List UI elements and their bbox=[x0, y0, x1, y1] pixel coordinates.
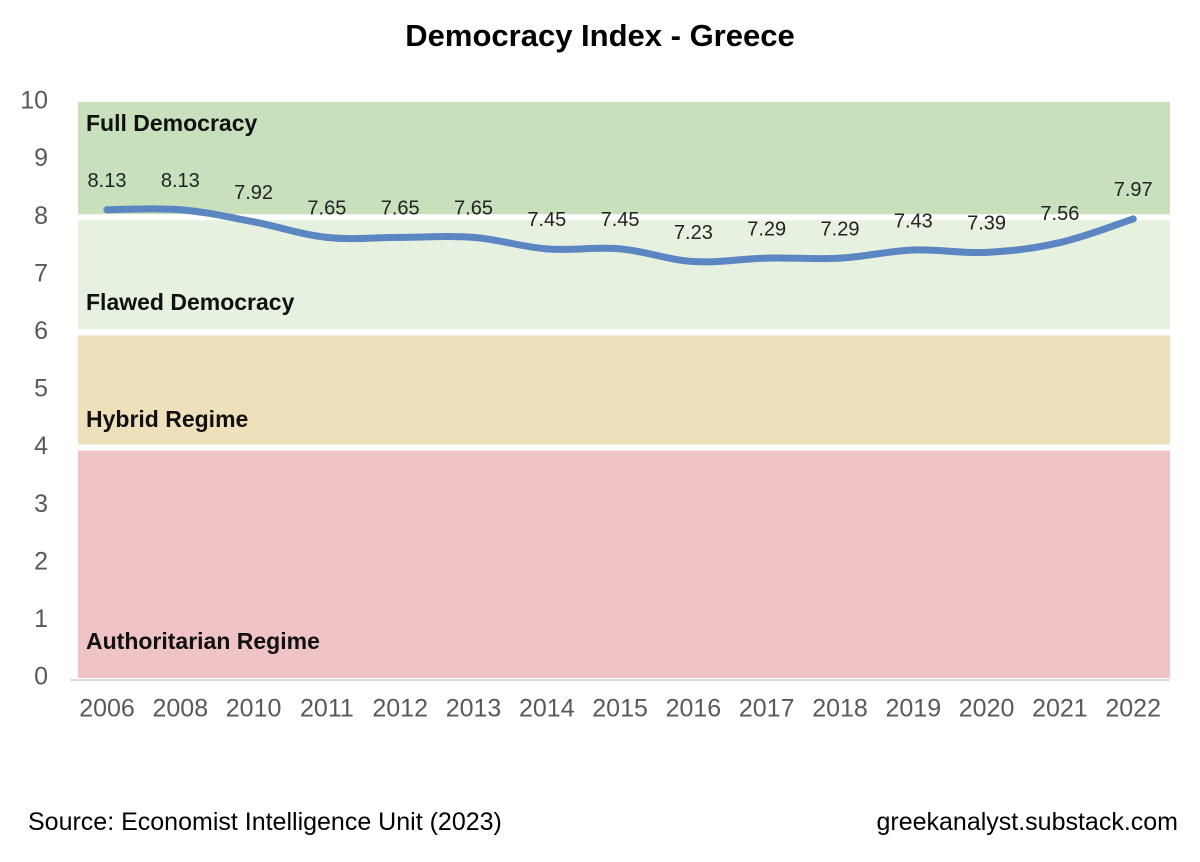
data-label: 7.56 bbox=[1040, 203, 1079, 225]
data-point bbox=[176, 206, 184, 214]
data-point bbox=[470, 233, 477, 241]
x-tick-label: 2015 bbox=[592, 695, 648, 723]
data-point bbox=[689, 258, 697, 266]
x-tick-label: 2011 bbox=[300, 695, 354, 723]
x-tick-label: 2017 bbox=[739, 695, 795, 723]
y-tick-label: 10 bbox=[20, 87, 48, 115]
data-label: 7.23 bbox=[674, 222, 713, 244]
data-label: 7.65 bbox=[307, 198, 346, 220]
band-label-full-democracy: Full Democracy bbox=[86, 110, 257, 136]
band-label-flawed-democracy: Flawed Democracy bbox=[86, 289, 295, 315]
y-tick-label: 0 bbox=[34, 663, 48, 691]
series-layer bbox=[103, 205, 1137, 266]
data-label: 7.39 bbox=[967, 213, 1006, 235]
data-label: 7.43 bbox=[894, 210, 933, 232]
credit-note: greekanalyst.substack.com bbox=[876, 808, 1178, 836]
data-point bbox=[983, 248, 991, 256]
band-hybrid-regime bbox=[78, 335, 1170, 445]
band-authoritarian-regime bbox=[78, 450, 1170, 678]
y-tick-label: 3 bbox=[34, 490, 48, 518]
x-tick-label: 2012 bbox=[372, 695, 428, 723]
data-labels: 8.13 8.13 7.92 7.65 7.65 7.65 7.45 7.45 7.23 7.29… bbox=[88, 170, 1153, 244]
data-point bbox=[763, 254, 771, 262]
data-point bbox=[616, 245, 624, 253]
y-tick-label: 4 bbox=[34, 432, 48, 460]
x-tick-label: 2014 bbox=[519, 695, 575, 723]
data-label: 7.97 bbox=[1114, 179, 1153, 201]
x-tick-label: 2010 bbox=[226, 695, 282, 723]
y-tick-label: 6 bbox=[34, 317, 48, 345]
data-label: 8.13 bbox=[161, 170, 200, 192]
data-point bbox=[250, 218, 258, 226]
data-label: 7.65 bbox=[454, 198, 493, 220]
x-tick-label: 2020 bbox=[959, 695, 1015, 723]
data-point bbox=[1056, 239, 1064, 247]
band-label-authoritarian-regime: Authoritarian Regime bbox=[86, 628, 320, 654]
data-point bbox=[1129, 215, 1137, 223]
data-label: 7.29 bbox=[747, 218, 786, 240]
data-point bbox=[396, 233, 404, 241]
line-chart: 0 1 2 3 4 5 6 7 8 9 10 2006 2008 2010 2011 2012 2013 201… bbox=[20, 87, 1170, 723]
data-point bbox=[909, 246, 917, 254]
y-tick-label: 2 bbox=[34, 547, 48, 575]
data-point bbox=[323, 233, 331, 241]
y-axis-ticks: 0 1 2 3 4 5 6 7 8 9 10 bbox=[20, 87, 48, 691]
x-tick-label: 2022 bbox=[1105, 695, 1161, 723]
band-flawed-democracy bbox=[78, 220, 1170, 330]
data-label: 7.29 bbox=[821, 218, 860, 240]
band-label-hybrid-regime: Hybrid Regime bbox=[86, 406, 248, 432]
y-tick-label: 1 bbox=[34, 605, 48, 633]
x-tick-label: 2016 bbox=[666, 695, 722, 723]
data-label: 7.45 bbox=[527, 209, 566, 231]
source-note: Source: Economist Intelligence Unit (202… bbox=[28, 808, 502, 836]
category-bands bbox=[78, 102, 1170, 678]
x-tick-label: 2008 bbox=[152, 695, 208, 723]
data-label: 7.45 bbox=[601, 209, 640, 231]
data-point bbox=[836, 254, 844, 262]
data-label: 7.92 bbox=[234, 182, 273, 204]
band-full-democracy bbox=[78, 102, 1170, 215]
chart-title: Democracy Index - Greece bbox=[405, 18, 795, 53]
y-tick-label: 7 bbox=[34, 259, 48, 287]
x-axis-ticks: 2006 2008 2010 2011 2012 2013 2014 2015 2016 2017… bbox=[79, 695, 1161, 723]
y-tick-label: 8 bbox=[34, 202, 48, 230]
band-labels: Full Democracy Flawed Democracy Hybrid Reg… bbox=[86, 110, 320, 654]
data-point bbox=[543, 245, 551, 253]
data-point bbox=[103, 206, 111, 214]
x-tick-label: 2021 bbox=[1032, 695, 1088, 723]
x-tick-label: 2018 bbox=[812, 695, 868, 723]
y-tick-label: 5 bbox=[34, 375, 48, 403]
x-tick-label: 2013 bbox=[446, 695, 502, 723]
data-label: 7.65 bbox=[381, 198, 420, 220]
y-tick-label: 9 bbox=[34, 144, 48, 172]
data-label: 8.13 bbox=[88, 170, 127, 192]
x-tick-label: 2006 bbox=[79, 695, 135, 723]
x-tick-label: 2019 bbox=[885, 695, 941, 723]
